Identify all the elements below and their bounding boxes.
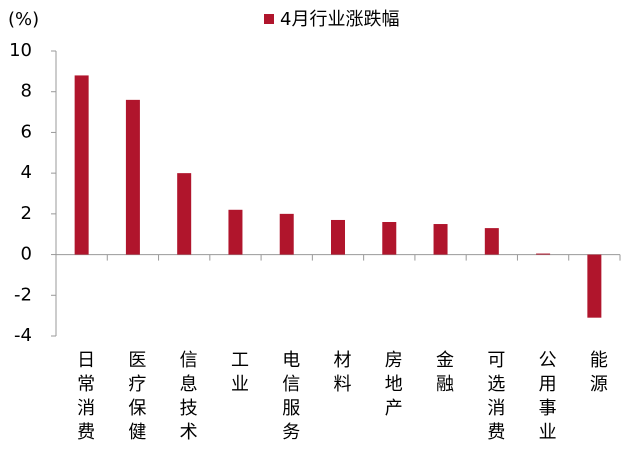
x-tick-label: 房地产 <box>382 350 403 422</box>
x-tick-label: 日常消费 <box>74 350 95 446</box>
bar <box>125 99 140 255</box>
y-axis-label: (%) <box>8 9 39 30</box>
bar <box>587 254 602 318</box>
x-tick-label: 工业 <box>228 350 249 398</box>
y-tick-label: -4 <box>14 325 32 346</box>
bar <box>484 228 499 255</box>
y-tick-label: 8 <box>21 81 32 102</box>
x-tick-label: 材料 <box>331 350 352 398</box>
x-tick-label: 公用事业 <box>536 350 557 446</box>
x-tick-label: 能源 <box>587 350 608 398</box>
y-tick-label: 2 <box>21 203 32 224</box>
y-tick-label: 4 <box>21 162 32 183</box>
y-tick-label: 0 <box>21 244 32 265</box>
x-tick-label: 医疗保健 <box>125 350 146 446</box>
legend-swatch <box>264 14 274 24</box>
bar <box>228 209 243 255</box>
bar <box>331 219 345 255</box>
x-tick-label: 金融 <box>433 350 454 398</box>
bar <box>382 222 397 255</box>
y-tick-label: -2 <box>14 284 32 305</box>
bar <box>279 213 294 255</box>
y-tick-label: 6 <box>21 121 32 142</box>
x-tick-label: 信息技术 <box>177 350 198 446</box>
legend-label: 4月行业涨跌幅 <box>280 9 399 30</box>
bar <box>177 173 192 255</box>
x-tick-label: 电信服务 <box>279 350 300 446</box>
y-tick-label: 10 <box>9 40 32 61</box>
bar <box>433 224 448 255</box>
x-tick-label: 可选消费 <box>484 350 505 446</box>
bar <box>536 253 551 255</box>
bar <box>74 75 89 255</box>
